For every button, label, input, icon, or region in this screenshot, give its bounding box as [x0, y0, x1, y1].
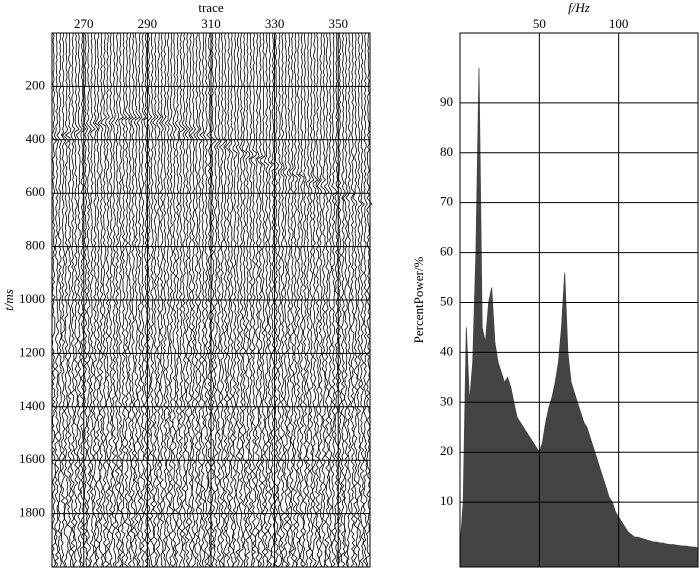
x-axis-label: trace: [198, 0, 223, 15]
y-tick-label: 1400: [19, 398, 45, 413]
y-axis-label: t/ms: [1, 289, 16, 311]
y-tick-label: 50: [440, 293, 453, 308]
spectrum-area: [459, 67, 699, 568]
y-tick-label: 90: [440, 94, 453, 109]
y-tick-label: 1200: [19, 344, 45, 359]
y-tick-label: 1000: [19, 291, 45, 306]
y-tick-label: 10: [440, 493, 453, 508]
y-tick-label: 200: [26, 77, 46, 92]
plot-frame: [459, 32, 699, 568]
y-tick-label: 80: [440, 144, 453, 159]
y-tick-label: 800: [26, 238, 46, 253]
plot-frame: [51, 32, 371, 568]
x-tick-label: 290: [138, 16, 158, 31]
y-tick-label: 60: [440, 244, 453, 259]
x-tick-label: 50: [533, 16, 546, 31]
y-tick-label: 600: [26, 184, 46, 199]
y-tick-label: 40: [440, 343, 453, 358]
y-tick-label: 400: [26, 131, 46, 146]
y-tick-label: 1600: [19, 451, 45, 466]
y-tick-label: 70: [440, 194, 453, 209]
x-tick-label: 270: [74, 16, 94, 31]
x-axis-label: f/Hz: [568, 0, 590, 15]
y-tick-label: 30: [440, 393, 453, 408]
x-tick-label: 350: [328, 16, 348, 31]
x-tick-label: 310: [201, 16, 221, 31]
x-tick-label: 100: [609, 16, 629, 31]
y-tick-label: 20: [440, 443, 453, 458]
y-tick-label: 1800: [19, 505, 45, 520]
y-axis-label: PercentPower/%: [411, 257, 426, 344]
x-tick-label: 330: [265, 16, 285, 31]
